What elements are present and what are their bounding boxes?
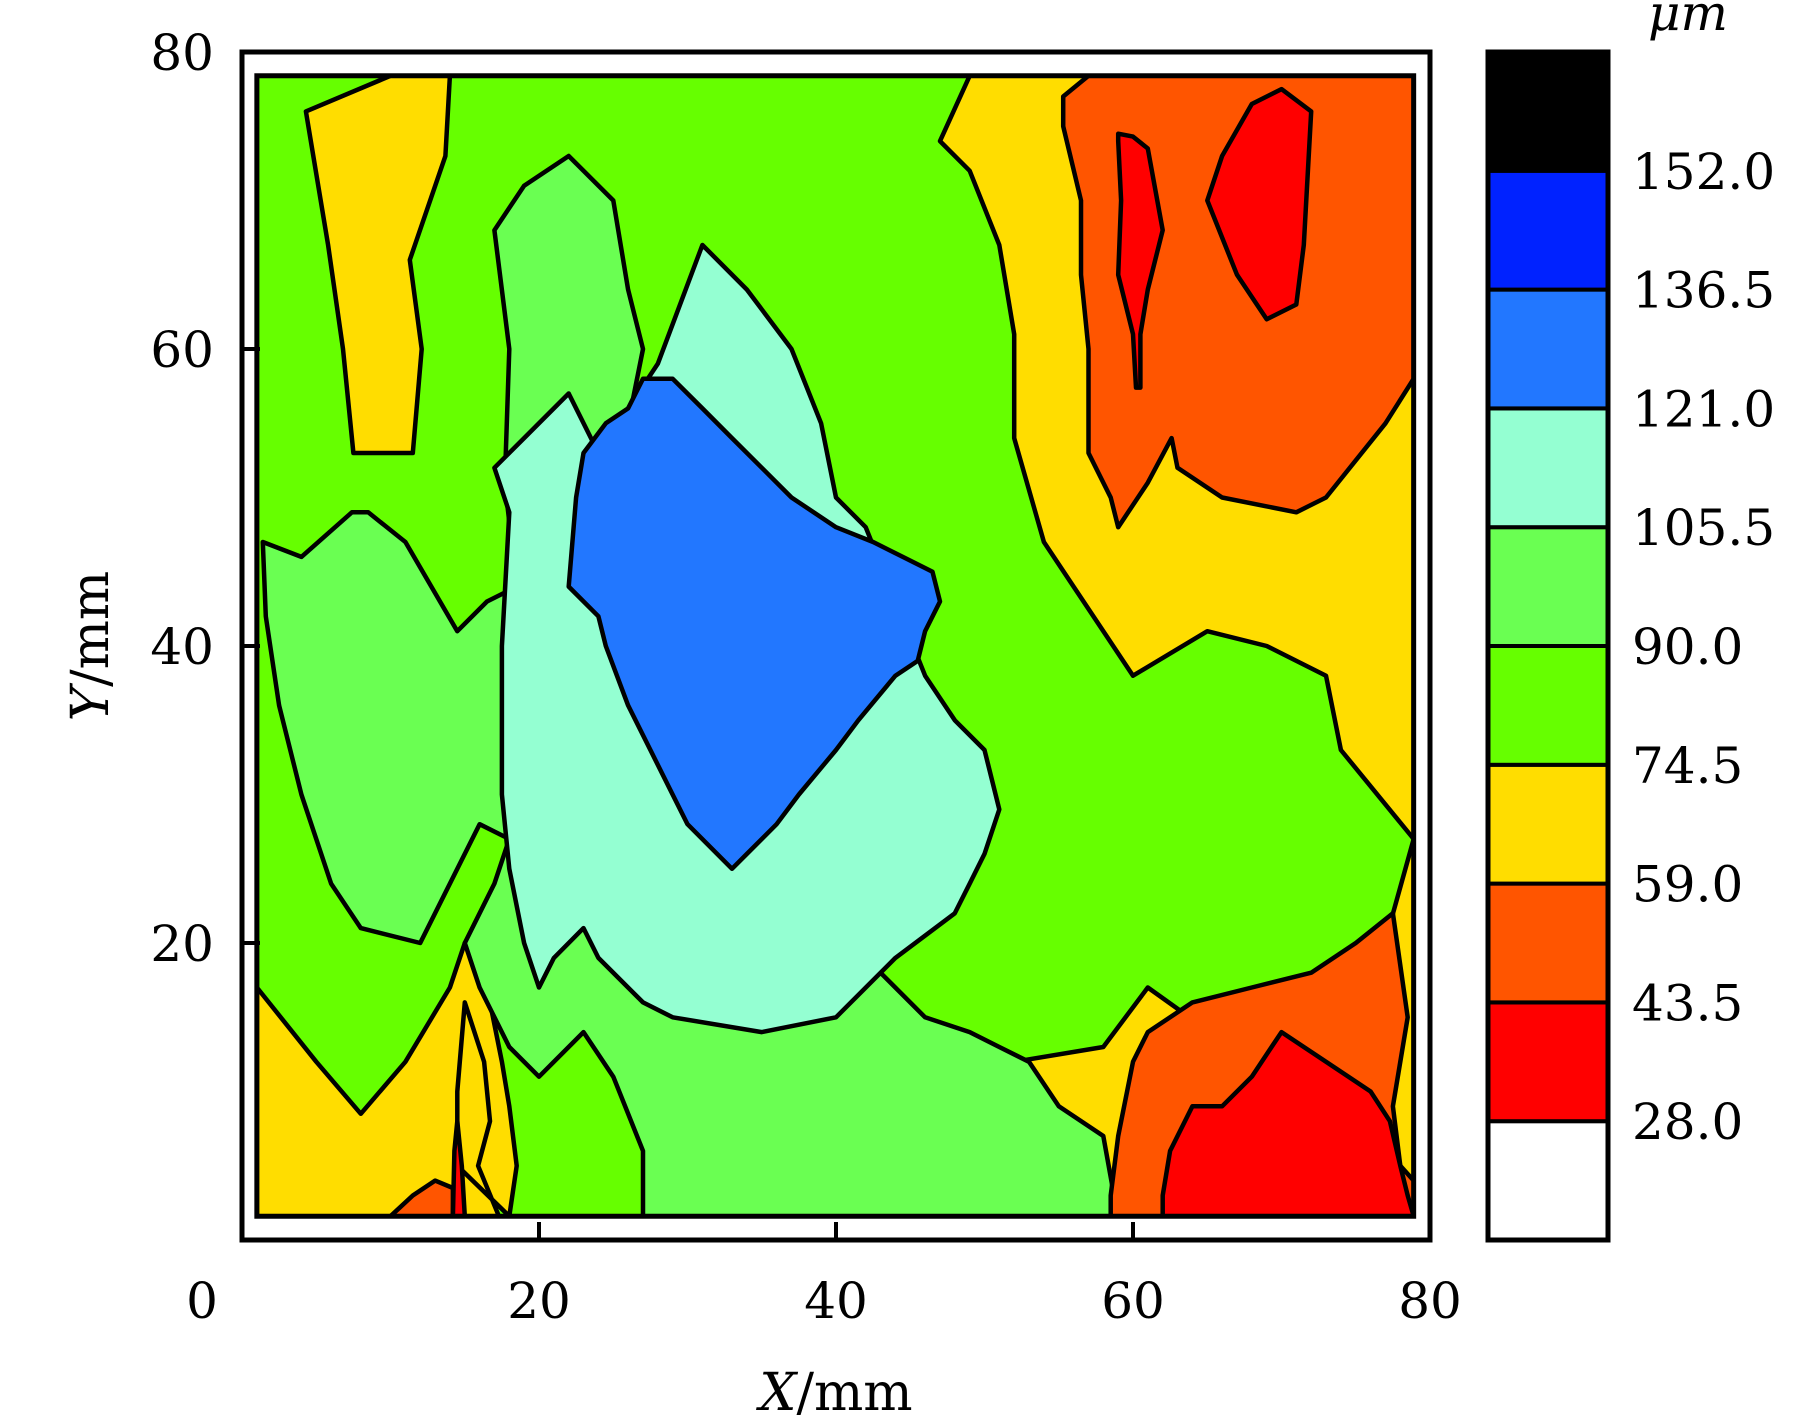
y-tick-label: 40 xyxy=(150,618,214,676)
x-tick-label: 0 xyxy=(186,1272,218,1330)
x-tick-label: 80 xyxy=(1398,1272,1462,1330)
colorbar-swatch xyxy=(1486,168,1610,292)
y-axis-title: Y/mm xyxy=(61,571,121,721)
contour-region-121p0-136p5-6 xyxy=(566,376,943,872)
colorbar-swatch xyxy=(1486,1000,1610,1124)
x-axis-title: X/mm xyxy=(755,1363,912,1420)
y-tick-label: 60 xyxy=(150,321,214,379)
colorbar: 28.0 43.5 59.0 74.5 90.0 105.5 121.0 136.5 152.0… xyxy=(1485,0,1775,1243)
colorbar-level-label: 105.5 xyxy=(1632,499,1775,557)
contour-region-28p0-43p5-11 xyxy=(1205,86,1314,322)
contour-region-59p0-74p5-2 xyxy=(303,73,453,456)
colorbar-level-label: 136.5 xyxy=(1632,262,1775,320)
y-tick-label: 80 xyxy=(150,24,214,82)
colorbar-swatch xyxy=(1486,406,1610,530)
colorbar-level-label: 74.5 xyxy=(1632,737,1743,795)
colorbar-level-label: 121.0 xyxy=(1632,380,1775,438)
colorbar-frame xyxy=(1485,49,1611,1243)
colorbar-level-label: 59.0 xyxy=(1632,856,1743,914)
contour-region-28p0-43p5-10 xyxy=(1115,131,1165,390)
x-tick-label: 40 xyxy=(804,1272,868,1330)
axes: 0 20 40 60 80 20 40 60 80 X/mm Y/mm xyxy=(61,24,1462,1420)
colorbar-swatch xyxy=(1486,644,1610,767)
contour-region-28p0-43p5-12 xyxy=(1160,1029,1416,1219)
colorbar-swatch xyxy=(1486,762,1610,886)
colorbar-swatch xyxy=(1486,881,1610,1005)
colorbar-unit: μm xyxy=(1648,0,1728,42)
colorbar-level-label: 152.0 xyxy=(1632,143,1775,201)
colorbar-swatch xyxy=(1486,525,1610,649)
colorbar-swatch xyxy=(1486,50,1610,173)
colorbar-swatch xyxy=(1486,287,1610,411)
y-tick-label: 20 xyxy=(150,915,214,973)
contour-region-59p0-74p5-3 xyxy=(254,940,519,1219)
x-tick-label: 60 xyxy=(1101,1272,1165,1330)
contour-plot-area xyxy=(254,73,1416,1219)
colorbar-level-label: 43.5 xyxy=(1632,974,1743,1032)
x-tick-label: 20 xyxy=(507,1272,571,1330)
colorbar-level-label: 28.0 xyxy=(1632,1093,1743,1151)
colorbar-level-label: 90.0 xyxy=(1632,618,1743,676)
colorbar-swatch xyxy=(1486,1119,1610,1242)
